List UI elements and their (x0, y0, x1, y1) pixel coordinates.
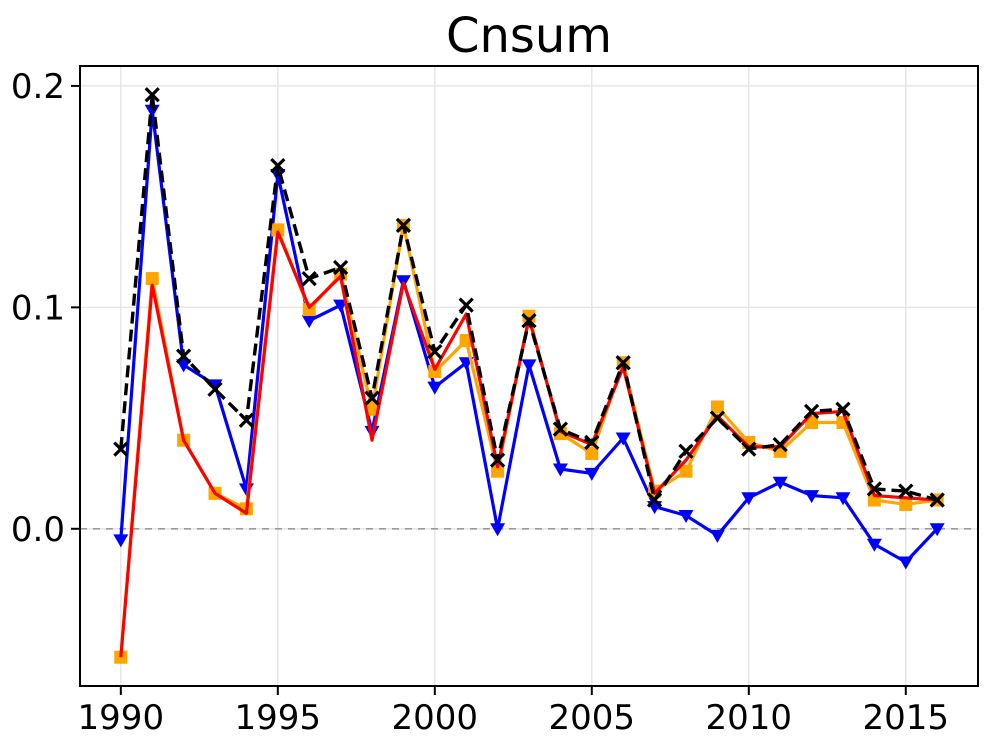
x-marker (835, 401, 851, 417)
x-marker (489, 452, 506, 468)
x-marker (929, 492, 945, 508)
chart-title: Cnsum (446, 8, 612, 64)
triangle-down-marker (301, 315, 317, 329)
black-dashed-x-series (113, 87, 945, 508)
x-tick-label: 1990 (78, 698, 165, 738)
x-marker (144, 87, 160, 103)
x-marker (332, 259, 349, 276)
square-marker (899, 497, 913, 511)
x-marker (678, 443, 694, 459)
x-marker (301, 270, 317, 287)
x-marker (270, 158, 286, 174)
x-marker (772, 437, 788, 453)
y-tick-label: 0.2 (11, 67, 65, 107)
x-tick-label: 2005 (549, 698, 636, 738)
x-tick-label: 2015 (863, 698, 950, 738)
x-marker (646, 492, 663, 508)
triangle-down-marker (207, 379, 223, 393)
series-layer (113, 87, 945, 664)
triangle-down-marker (176, 359, 192, 373)
x-marker (803, 403, 820, 420)
triangle-down-marker (835, 492, 851, 506)
x-marker (113, 441, 129, 457)
square-marker (585, 447, 599, 460)
triangle-down-marker (521, 359, 537, 373)
triangle-down-marker (741, 492, 757, 506)
x-marker (709, 410, 726, 426)
x-marker (458, 297, 474, 313)
triangle-down-marker (772, 476, 788, 490)
square-marker (428, 365, 442, 379)
square-marker (710, 400, 724, 414)
triangle-down-marker (552, 463, 568, 477)
x-marker (175, 348, 192, 364)
x-marker (866, 481, 883, 497)
x-marker (741, 441, 757, 457)
x-marker (427, 344, 443, 360)
triangle-down-marker (427, 381, 443, 395)
triangle-down-marker (490, 523, 506, 537)
triangle-down-marker (709, 529, 725, 543)
x-marker (898, 483, 914, 499)
x-marker (584, 434, 600, 451)
x-marker (395, 217, 412, 234)
triangle-down-marker (584, 467, 600, 481)
x-marker (207, 381, 223, 397)
triangle-down-marker (678, 510, 694, 523)
x-marker (238, 412, 255, 428)
x-marker (552, 421, 569, 437)
plot-spines (79, 65, 979, 687)
x-marker (364, 390, 380, 406)
triangle-down-marker (615, 432, 631, 446)
triangle-down-marker (929, 523, 945, 537)
axes-layer: 1990 1995 2000 2005 2010 2015 0.0 0.1 0.2 (11, 65, 979, 738)
square-marker (365, 402, 379, 416)
square-marker (679, 464, 693, 478)
square-marker (145, 272, 159, 286)
y-tick-label: 0.1 (11, 288, 65, 328)
triangle-down-marker (898, 556, 914, 570)
square-marker (271, 223, 285, 237)
triangle-down-marker (804, 490, 820, 504)
x-tick-label: 1995 (235, 698, 322, 738)
x-tick-label: 2010 (706, 698, 793, 738)
y-tick-label: 0.0 (11, 510, 65, 550)
triangle-down-marker (144, 104, 160, 118)
triangle-down-marker (113, 534, 129, 548)
x-marker (615, 355, 631, 371)
x-tick-label: 2000 (392, 698, 479, 738)
x-marker (521, 313, 537, 329)
square-marker (491, 464, 505, 478)
triangle-down-marker (866, 538, 882, 552)
